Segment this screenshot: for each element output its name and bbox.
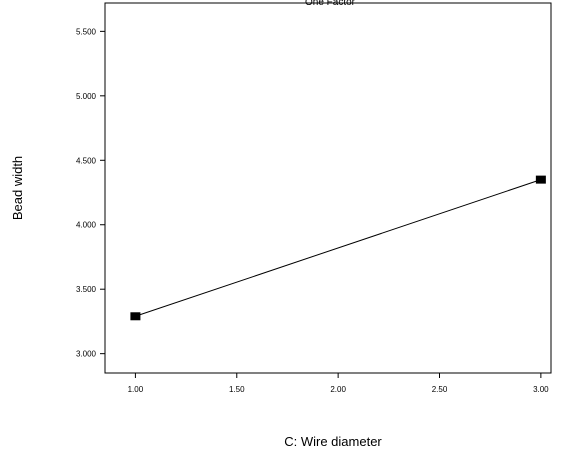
y-axis-title: Bead width xyxy=(10,156,25,220)
y-tick-label: 5.500 xyxy=(76,27,97,36)
y-axis-ticks: 3.000 3.500 4.000 4.500 5.000 5.500 xyxy=(76,27,105,359)
series-line xyxy=(135,179,542,317)
y-tick-label: 4.000 xyxy=(76,221,97,230)
x-tick-label: 1.00 xyxy=(128,385,144,394)
x-tick-label: 1.50 xyxy=(229,385,245,394)
x-axis-ticks: 1.00 1.50 2.00 2.50 3.00 xyxy=(128,373,549,394)
plot-area xyxy=(104,2,552,374)
data-point-marker xyxy=(535,175,546,184)
data-point-marker xyxy=(130,312,141,321)
x-axis-title: C: Wire diameter xyxy=(284,434,382,449)
series-layer xyxy=(130,175,546,321)
y-tick-label: 5.000 xyxy=(76,92,97,101)
y-tick-label: 4.500 xyxy=(76,156,97,165)
x-tick-label: 3.00 xyxy=(533,385,549,394)
y-tick-label: 3.500 xyxy=(76,285,97,294)
y-tick-label: 3.000 xyxy=(76,350,97,359)
x-tick-label: 2.00 xyxy=(330,385,346,394)
x-tick-label: 2.50 xyxy=(432,385,448,394)
chart-title: One Factor xyxy=(305,0,356,8)
